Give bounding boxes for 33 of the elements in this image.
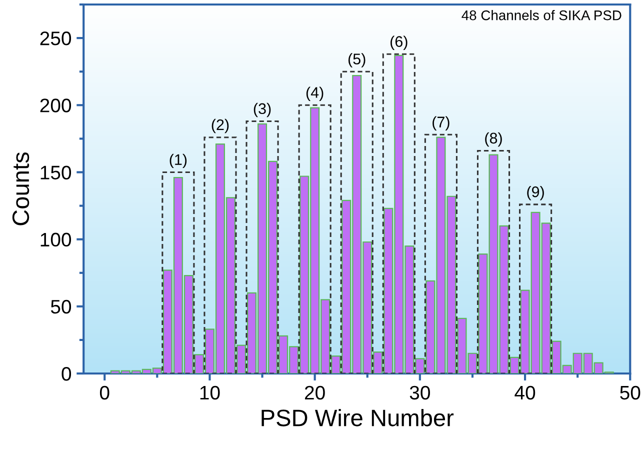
bar bbox=[519, 204, 552, 374]
bar bbox=[162, 171, 195, 374]
y-tick-label: 250 bbox=[40, 32, 72, 46]
y-tick-label: 200 bbox=[40, 98, 72, 112]
y-tick-label: 100 bbox=[40, 232, 72, 247]
bar bbox=[382, 53, 416, 374]
bar bbox=[340, 70, 374, 374]
y-axis-title: Counts bbox=[12, 152, 30, 226]
x-tick-label: 10 bbox=[200, 386, 220, 400]
y-tick-label: 0 bbox=[62, 366, 72, 381]
annotation: (5) bbox=[348, 53, 366, 68]
annotation: (8) bbox=[485, 132, 502, 147]
annotation: (9) bbox=[527, 186, 544, 200]
bar bbox=[246, 120, 279, 374]
bar bbox=[204, 136, 237, 374]
x-tick-label: 40 bbox=[514, 386, 536, 400]
annotation: 48 Channels of SIKA PSD bbox=[462, 10, 622, 20]
y-tick-label: 50 bbox=[50, 300, 72, 314]
x-tick-label: 50 bbox=[620, 386, 640, 400]
annotation: (7) bbox=[432, 116, 450, 130]
bar bbox=[424, 134, 458, 374]
annotation: (4) bbox=[306, 86, 324, 101]
annotation: (3) bbox=[254, 102, 271, 118]
annotation: (1) bbox=[170, 154, 187, 168]
y-tick-label: 150 bbox=[40, 166, 72, 180]
bar bbox=[476, 150, 510, 374]
annotation: (6) bbox=[390, 36, 408, 50]
x-tick-label: 20 bbox=[304, 386, 325, 400]
x-tick-label: 30 bbox=[410, 386, 430, 400]
bar bbox=[298, 104, 332, 374]
x-tick-label: 0 bbox=[100, 386, 110, 400]
annotation: (2) bbox=[212, 118, 229, 134]
x-axis-title: PSD Wire Number bbox=[262, 408, 454, 426]
